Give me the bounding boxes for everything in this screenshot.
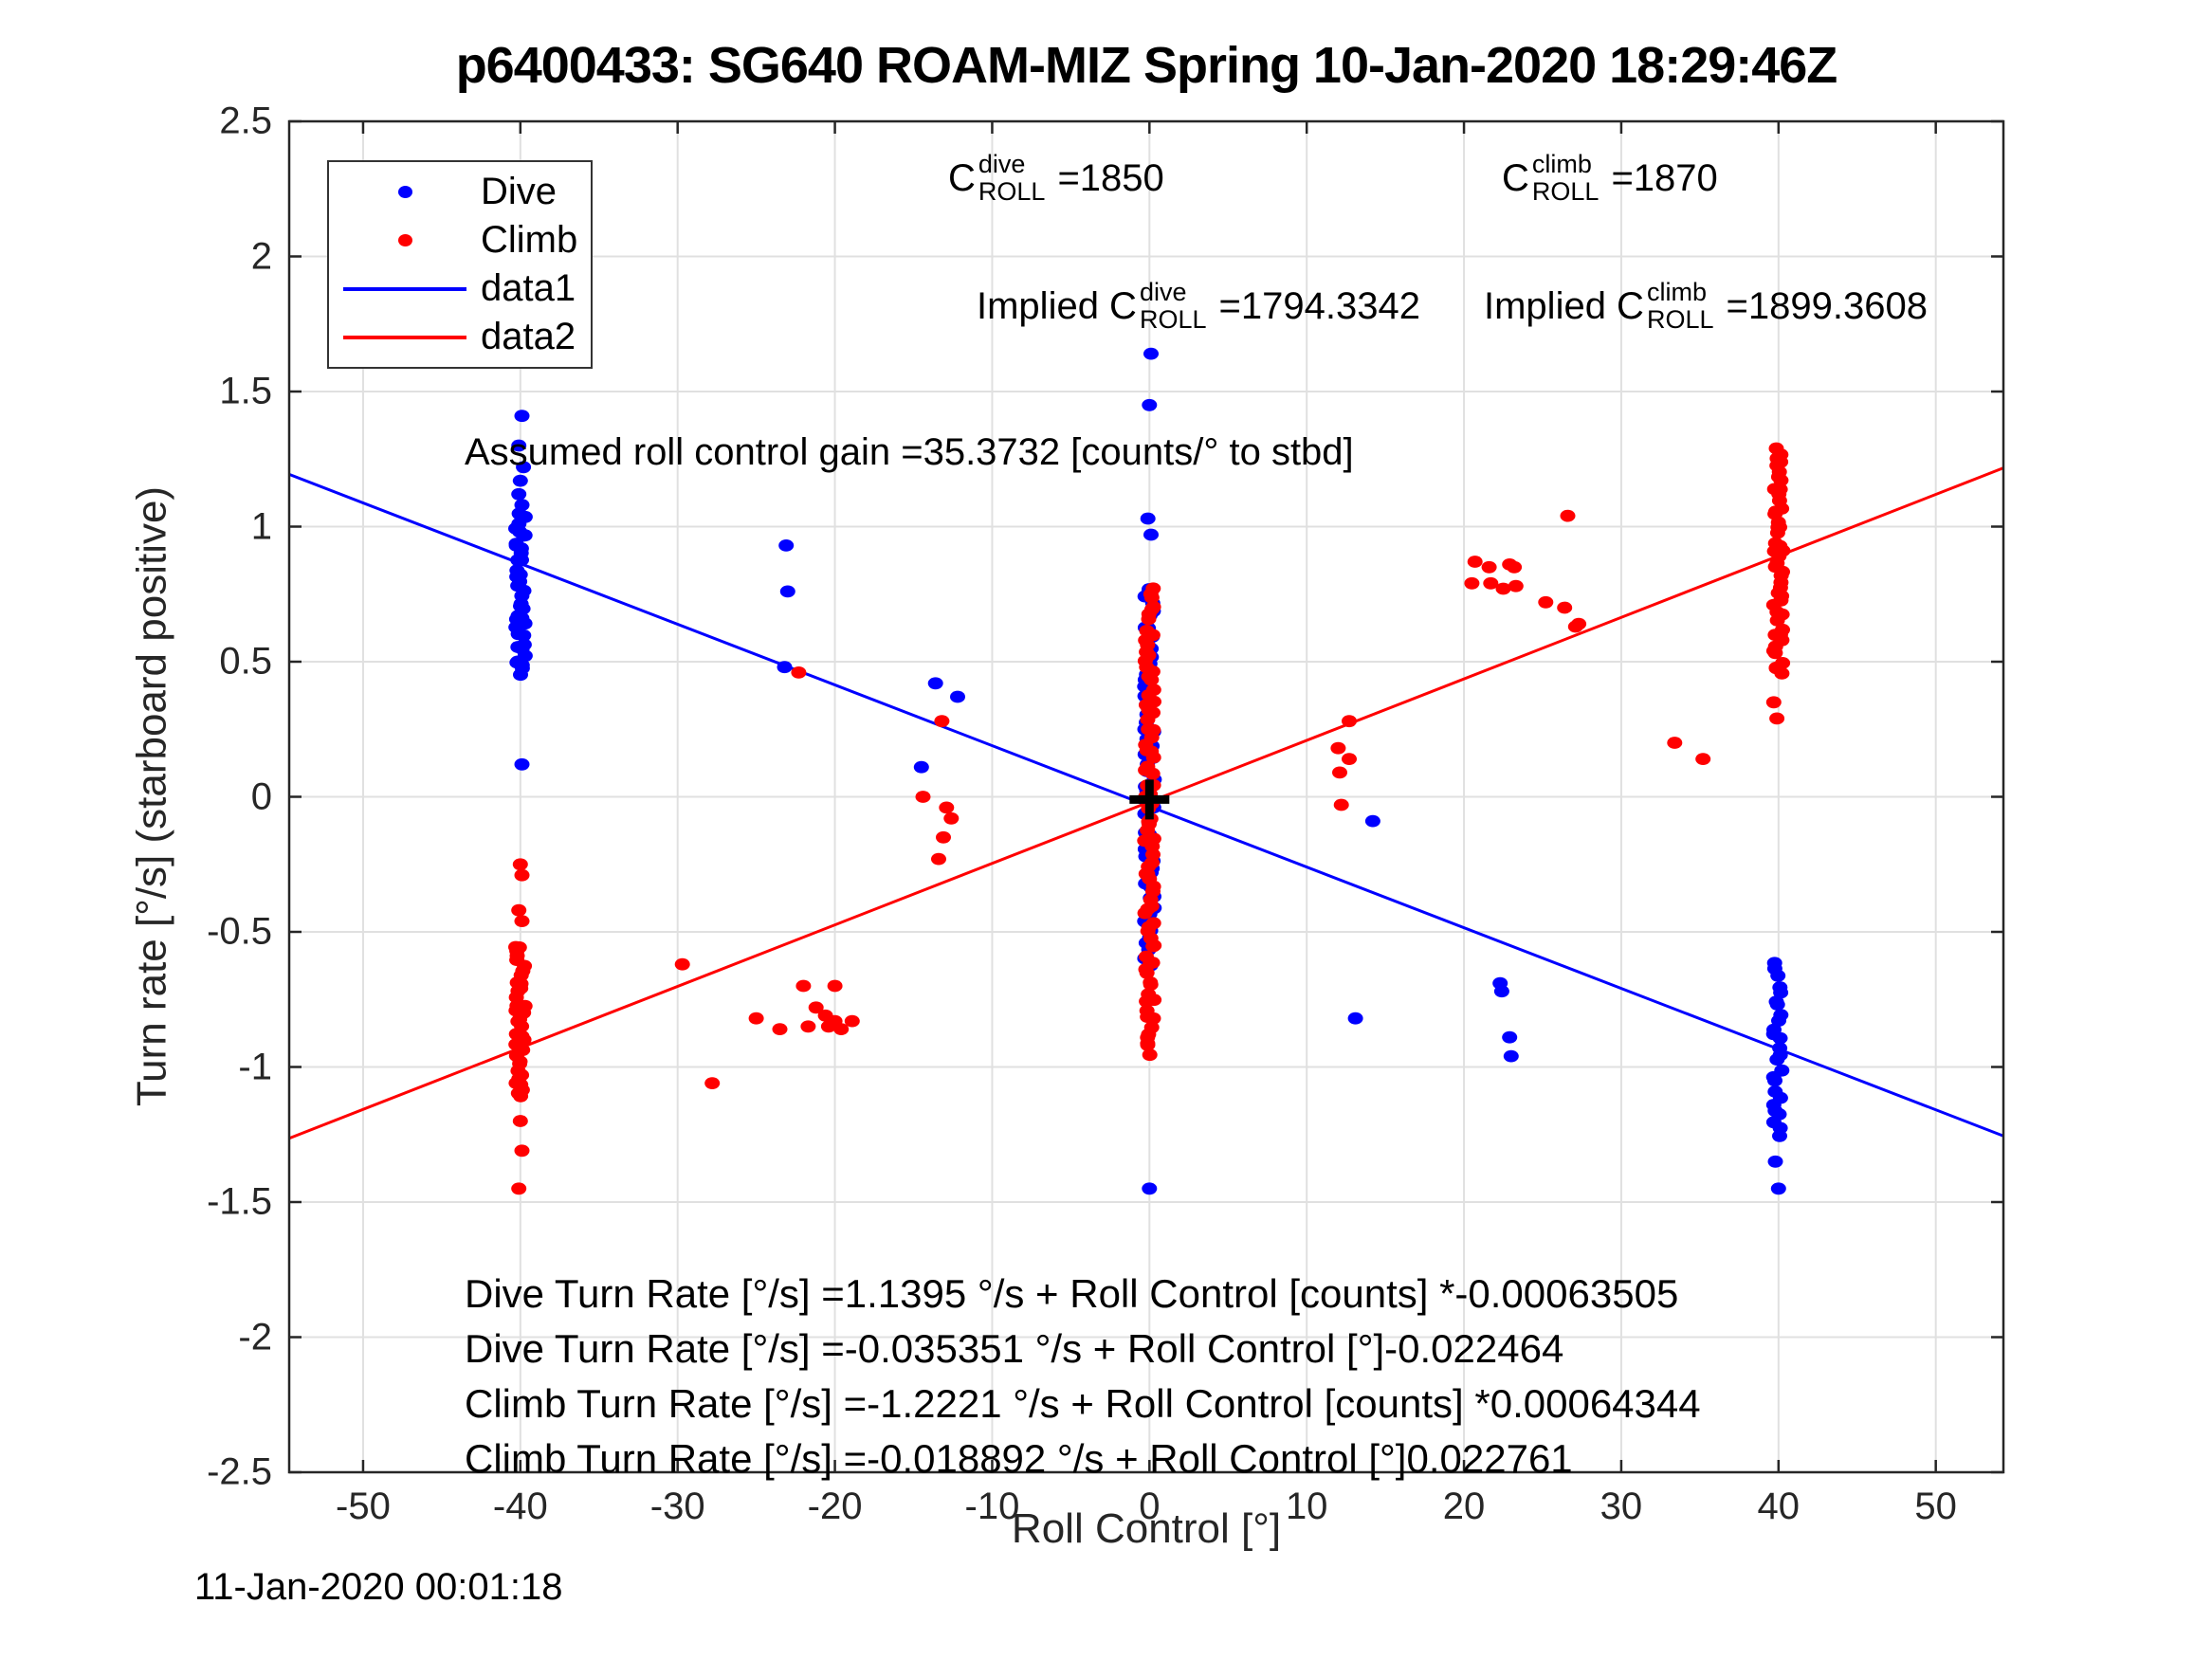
origin-plus-marker: [1129, 779, 1170, 820]
climb-marker-swatch: [397, 234, 412, 246]
x-tick-label: -40: [492, 1486, 548, 1527]
y-tick-label: -2: [238, 1316, 272, 1358]
x-tick-label: 10: [1285, 1486, 1328, 1527]
implied-dive-sup: dive: [1139, 278, 1187, 306]
implied-climb-sub: ROLL: [1646, 305, 1714, 334]
x-tick-label: 30: [1600, 1486, 1643, 1527]
legend-label-dive: Dive: [481, 171, 558, 212]
equation-climb-counts: Climb Turn Rate [°/s] =-1.2221 °/s + Rol…: [465, 1381, 1701, 1426]
x-tick-label: 20: [1442, 1486, 1486, 1527]
legend-label-climb: Climb: [481, 219, 578, 261]
legend-row-climb: Climb: [329, 218, 591, 264]
x-tick-label: 40: [1757, 1486, 1801, 1527]
x-tick-label: -30: [649, 1486, 705, 1527]
x-tick-label: 0: [1139, 1486, 1161, 1527]
figure-title: p6400433: SG640 ROAM-MIZ Spring 10-Jan-2…: [455, 37, 1838, 94]
y-tick-label: 2: [250, 235, 272, 277]
annotation-c-roll-dive: C dive ROLL =1850: [948, 152, 1164, 205]
implied-dive-prefix: Implied C: [977, 284, 1137, 327]
legend: Dive Climb data1 data2: [327, 160, 593, 369]
x-tick-label: -20: [807, 1486, 863, 1527]
c-climb-value: =1870: [1611, 156, 1718, 199]
equation-dive-counts: Dive Turn Rate [°/s] =1.1395 °/s + Roll …: [465, 1271, 1679, 1316]
plot-timestamp: 11-Jan-2020 00:01:18: [194, 1566, 563, 1608]
y-tick-label: 2.5: [219, 100, 272, 142]
legend-label-data2: data2: [481, 316, 576, 357]
y-tick-label: 0.5: [219, 640, 272, 683]
y-tick-label: -1.5: [207, 1180, 272, 1223]
data1-line-swatch: [343, 286, 466, 291]
implied-dive-sub: ROLL: [1139, 305, 1207, 334]
y-tick-label: -2.5: [207, 1450, 272, 1493]
implied-dive-value: =1794.3342: [1218, 284, 1420, 327]
annotation-implied-c-roll-climb: Implied C climb ROLL =1899.3608: [1484, 280, 1928, 333]
c-climb-sub: ROLL: [1531, 177, 1600, 206]
annotation-implied-c-roll-dive: Implied C dive ROLL =1794.3342: [977, 280, 1420, 333]
c-dive-prefix: C: [948, 156, 976, 199]
data2-line-swatch: [343, 335, 466, 339]
tick-marks: [289, 119, 2003, 1474]
annotation-c-roll-climb: C climb ROLL =1870: [1502, 152, 1718, 205]
y-tick-label: 1: [250, 505, 272, 547]
implied-climb-sup: climb: [1646, 278, 1707, 306]
implied-climb-prefix: Implied C: [1484, 284, 1644, 327]
annotation-roll-gain: Assumed roll control gain =35.3732 [coun…: [465, 431, 1354, 473]
legend-row-dive: Dive: [329, 170, 591, 215]
x-tick-label: -10: [964, 1486, 1020, 1527]
y-tick-label: 1.5: [219, 370, 272, 412]
legend-label-data1: data1: [481, 267, 576, 309]
legend-row-data1: data1: [329, 266, 591, 312]
equation-climb-degrees: Climb Turn Rate [°/s] =-0.018892 °/s + R…: [465, 1436, 1573, 1481]
x-tick-label: -50: [336, 1486, 391, 1527]
y-tick-label: -0.5: [207, 910, 272, 953]
y-tick-label: -1: [238, 1046, 272, 1087]
c-climb-prefix: C: [1502, 156, 1529, 199]
y-tick-label: 0: [250, 775, 272, 817]
y-axis-label: Turn rate [°/s] (starboard positive): [128, 485, 175, 1107]
x-axis-label: Roll Control [°]: [1011, 1505, 1282, 1552]
c-dive-value: =1850: [1057, 156, 1164, 199]
c-climb-sup: climb: [1531, 150, 1592, 178]
implied-climb-value: =1899.3608: [1726, 284, 1928, 327]
x-tick-label: 50: [1914, 1486, 1957, 1527]
c-dive-sup: dive: [978, 150, 1026, 178]
legend-row-data2: data2: [329, 315, 591, 360]
c-dive-sub: ROLL: [978, 177, 1046, 206]
fit-equations: Dive Turn Rate [°/s] =1.1395 °/s + Roll …: [465, 1267, 1701, 1486]
equation-dive-degrees: Dive Turn Rate [°/s] =-0.035351 °/s + Ro…: [465, 1326, 1564, 1371]
dive-marker-swatch: [397, 186, 412, 198]
